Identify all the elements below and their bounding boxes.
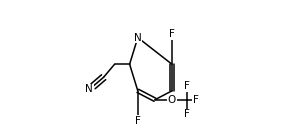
Text: N: N	[134, 33, 142, 43]
Text: F: F	[169, 29, 175, 39]
Text: F: F	[184, 81, 190, 91]
Text: N: N	[86, 84, 93, 95]
Text: F: F	[184, 109, 190, 119]
Text: F: F	[193, 95, 199, 105]
Text: O: O	[168, 95, 176, 105]
Text: F: F	[135, 116, 141, 126]
